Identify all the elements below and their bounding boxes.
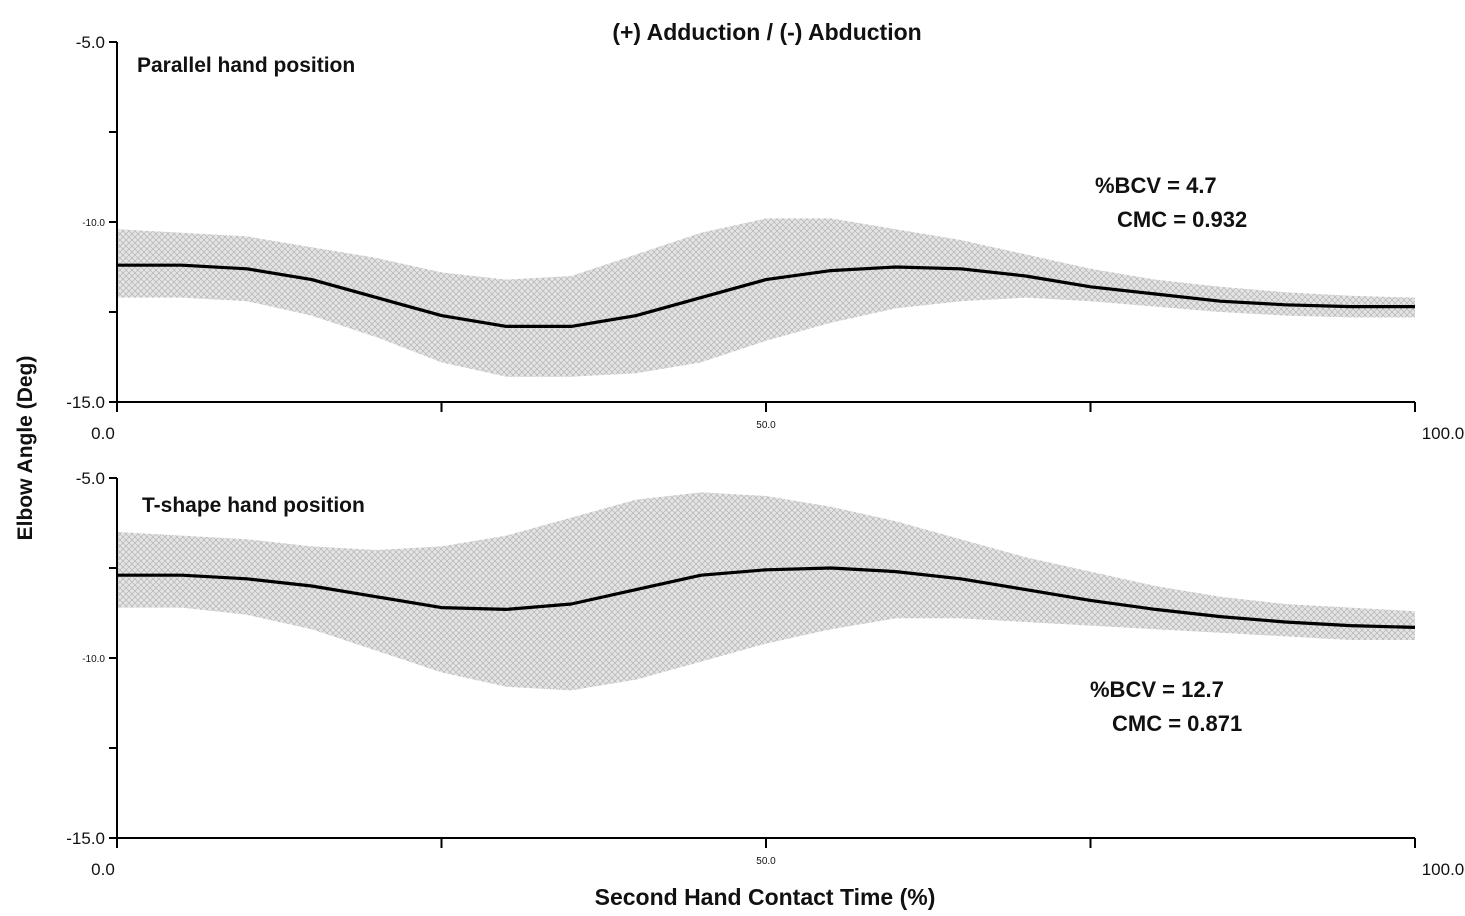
y-axis-label: Elbow Angle (Deg) [14, 356, 37, 541]
bcv-annotation: %BCV = 4.7 [1095, 173, 1217, 198]
panel-t-shape: -5.0 -10.0 -15.0 0.0 50.0 100.0 T-shape hand p… [66, 469, 1464, 879]
x-tick-label: 50.0 [756, 420, 776, 431]
sd-band [117, 218, 1415, 377]
bcv-annotation: %BCV = 12.7 [1090, 677, 1224, 702]
x-tick-label: 0.0 [91, 860, 115, 879]
y-tick-label: -5.0 [76, 469, 105, 488]
x-tick-label: 0.0 [91, 424, 115, 443]
x-tick-label: 100.0 [1422, 424, 1465, 443]
y-tick-label: -15.0 [66, 829, 105, 848]
x-tick-label: 100.0 [1422, 860, 1465, 879]
x-tick-label: 50.0 [756, 856, 776, 867]
cmc-annotation: CMC = 0.871 [1112, 711, 1242, 736]
y-tick-label: -10.0 [82, 218, 105, 229]
mean-line [117, 263, 1415, 328]
chart-title: (+) Adduction / (-) Abduction [612, 19, 921, 45]
y-tick-label: -15.0 [66, 393, 105, 412]
y-tick-label: -10.0 [82, 654, 105, 665]
mean-line [117, 566, 1416, 629]
sd-band [117, 492, 1415, 691]
panel-parallel: -5.0 -10.0 -15.0 0.0 50.0 100.0 Parallel hand … [66, 33, 1464, 443]
panel-label: Parallel hand position [137, 54, 355, 77]
y-tick-label: -5.0 [76, 33, 105, 52]
cmc-annotation: CMC = 0.932 [1117, 207, 1247, 232]
panel-label: T-shape hand position [142, 494, 365, 517]
x-axis-label: Second Hand Contact Time (%) [595, 884, 936, 910]
